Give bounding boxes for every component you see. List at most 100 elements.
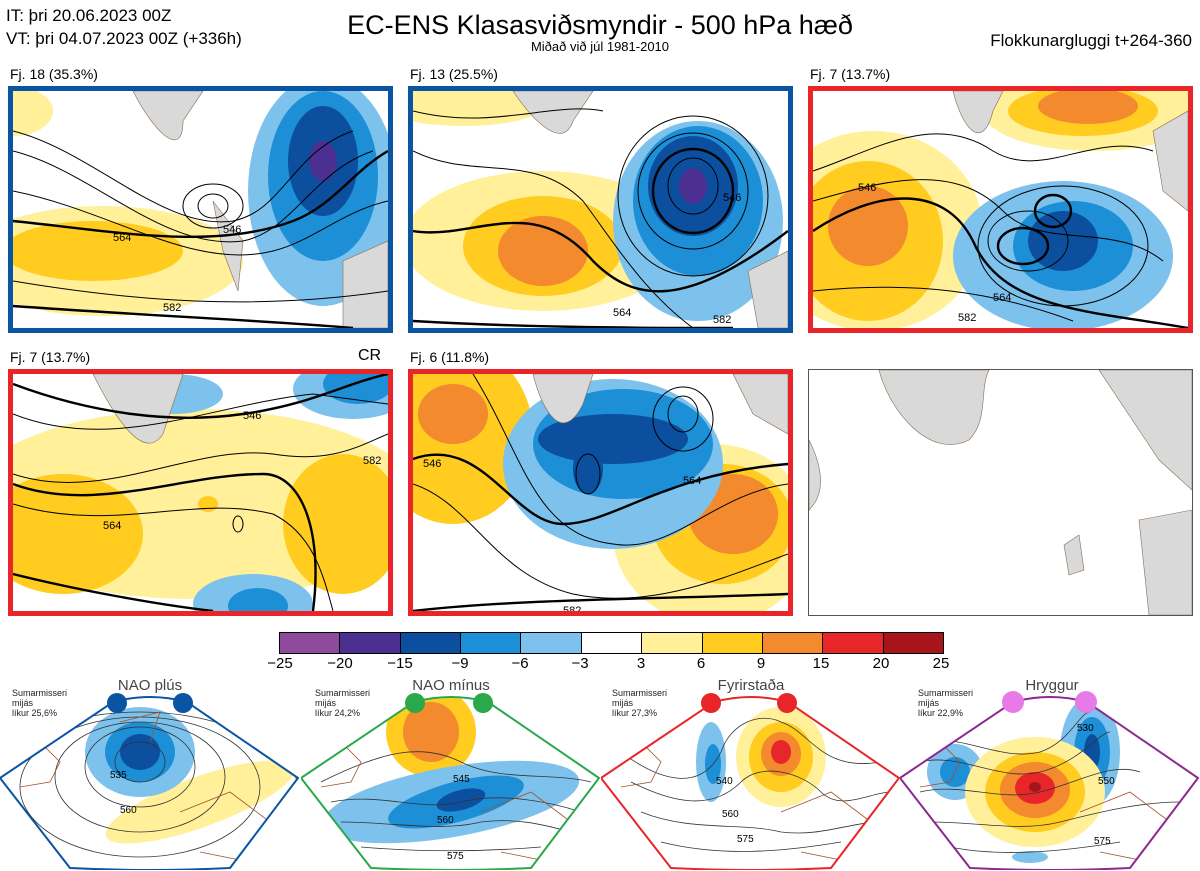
regime-2-marker xyxy=(405,693,425,713)
regime-3-contour: 560 xyxy=(722,809,739,820)
anomaly-neg-core xyxy=(309,141,337,181)
regime-4-mean: mijás xyxy=(918,698,940,708)
colorbar-swatch xyxy=(521,633,582,653)
regime-3-season: Sumarmisseri xyxy=(612,688,668,698)
panel-4-label: Fj. 7 (13.7%) xyxy=(10,349,91,365)
panel-3-label: Fj. 7 (13.7%) xyxy=(810,66,891,82)
regime-2-contour: 560 xyxy=(437,815,454,826)
cluster-map-5[interactable]: 546 564 582 xyxy=(408,369,793,616)
empty-map-svg xyxy=(809,370,1192,615)
bold-contours xyxy=(13,374,388,611)
colorbar-tick: −15 xyxy=(387,655,413,672)
greenland-land xyxy=(512,91,594,134)
contour-label-564: 564 xyxy=(613,307,631,319)
regime-1-contour: 535 xyxy=(110,770,127,781)
regime-1-outline xyxy=(0,696,300,870)
height-contours xyxy=(13,130,388,303)
panel-2-label: Fj. 13 (25.5%) xyxy=(410,66,498,82)
europe-land xyxy=(1138,509,1192,615)
regime-2-stats: Sumarmisseri mijás líkur 24,2% xyxy=(315,688,370,718)
panel-4-tag: CR xyxy=(358,347,382,364)
colorbar-tick: −3 xyxy=(571,655,589,672)
regime-2-prob: líkur 24,2% xyxy=(315,708,361,718)
regime-3-mean: mijás xyxy=(612,698,634,708)
regime-2-outline xyxy=(301,696,601,870)
colorbar-swatch xyxy=(400,633,462,653)
regime-2-season: Sumarmisseri xyxy=(315,688,371,698)
colorbar-tick: 15 xyxy=(812,655,830,672)
empty-map[interactable] xyxy=(808,369,1193,616)
contour-label-582: 582 xyxy=(563,605,581,611)
regime-1-season: Sumarmisseri xyxy=(12,688,68,698)
greenland-land xyxy=(132,91,204,141)
regime-2-contour: 575 xyxy=(447,851,464,862)
regime-4-outline xyxy=(900,696,1200,870)
british-isles-land xyxy=(1063,534,1085,576)
contour-label-582: 582 xyxy=(163,302,181,314)
regime-1-stats: Sumarmisseri mijás líkur 25,6% xyxy=(12,688,67,718)
bold-contours xyxy=(813,193,1188,328)
cluster-map-4-svg: 546 564 582 xyxy=(13,374,388,611)
europe-land xyxy=(342,240,388,328)
colorbar-tick: 6 xyxy=(696,655,706,672)
regime-4-marker xyxy=(1075,691,1097,713)
regime-2-name: NAO mínus xyxy=(412,677,490,694)
greenland-land xyxy=(532,374,594,424)
colorbar-tick: 3 xyxy=(636,655,646,672)
regime-3-contour: 575 xyxy=(737,834,754,845)
anomaly-pos-strong xyxy=(498,216,588,286)
height-contours xyxy=(13,393,388,611)
cluster-map-1[interactable]: 546 564 582 xyxy=(8,86,393,333)
anomaly-pos-strong xyxy=(828,186,908,266)
regime-4-stats: Sumarmisseri mijás líkur 22,9% xyxy=(918,688,973,718)
valid-time: VT: þri 04.07.2023 00Z (+336h) xyxy=(6,29,242,48)
cluster-map-3[interactable]: 546 564 582 xyxy=(808,86,1193,333)
header-title-block: EC-ENS Klasasviðsmyndir - 500 hPa hæð Mi… xyxy=(0,10,1200,54)
cluster-map-2[interactable]: 546 564 582 xyxy=(408,86,793,333)
contour-label-546: 546 xyxy=(423,458,441,470)
cluster-map-4[interactable]: 546 564 582 xyxy=(8,369,393,616)
regime-3-map: 540 560 575 xyxy=(601,696,901,870)
contour-label-546: 546 xyxy=(723,192,741,204)
regime-1-marker xyxy=(173,693,193,713)
contour-label-564: 564 xyxy=(993,292,1011,304)
contour-label-582: 582 xyxy=(958,312,976,324)
regime-4-name: Hryggur xyxy=(1025,677,1079,694)
colorbar-tick: −25 xyxy=(267,655,293,672)
regime-3-marker xyxy=(701,693,721,713)
cluster-map-1-svg: 546 564 582 xyxy=(13,91,388,328)
regime-2-mean: mijás xyxy=(315,698,337,708)
colorbar-swatch xyxy=(762,633,824,653)
regime-3-stats: Sumarmisseri mijás líkur 27,3% xyxy=(612,688,667,718)
contour-label-546: 546 xyxy=(858,182,876,194)
regime-2-contour: 545 xyxy=(453,774,470,785)
regime-4-contour: 575 xyxy=(1094,836,1111,847)
regime-3-marker xyxy=(777,693,797,713)
contour-label-564: 564 xyxy=(683,475,701,487)
regime-4-prob: líkur 22,9% xyxy=(918,708,964,718)
regime-4-contour: 550 xyxy=(1098,776,1115,787)
anomaly-pos-spot xyxy=(198,496,218,512)
greenland-land xyxy=(92,374,184,444)
greenland-land xyxy=(878,370,990,445)
colorbar-tick: −9 xyxy=(451,655,469,672)
colorbar-swatch xyxy=(883,633,943,653)
anomaly-pos-left-strong xyxy=(418,384,488,444)
regime-2-map: 545 560 575 xyxy=(301,696,601,870)
panel-5-label: Fj. 6 (11.8%) xyxy=(410,349,490,365)
regime-3-prob: líkur 27,3% xyxy=(612,708,658,718)
cluster-map-3-svg: 546 564 582 xyxy=(813,91,1188,328)
colorbar-tick: −6 xyxy=(511,655,529,672)
header-info: IT: þri 20.06.2023 00Z VT: þri 04.07.202… xyxy=(6,4,242,50)
colorbar-tick: 25 xyxy=(932,655,950,672)
regime-1-mean: mijás xyxy=(12,698,34,708)
height-contours xyxy=(413,108,769,328)
anomaly-neg-bottom-moderate xyxy=(228,588,288,611)
colorbar-tick: 9 xyxy=(756,655,766,672)
contour-label-564: 564 xyxy=(103,520,121,532)
scandinavia-land xyxy=(732,374,788,435)
regime-4-contour: 530 xyxy=(1077,723,1094,734)
anomaly-pos-top-strong xyxy=(1038,91,1138,124)
contour-label-582: 582 xyxy=(363,455,381,467)
page-subtitle: Miðað við júl 1981-2010 xyxy=(530,39,670,54)
